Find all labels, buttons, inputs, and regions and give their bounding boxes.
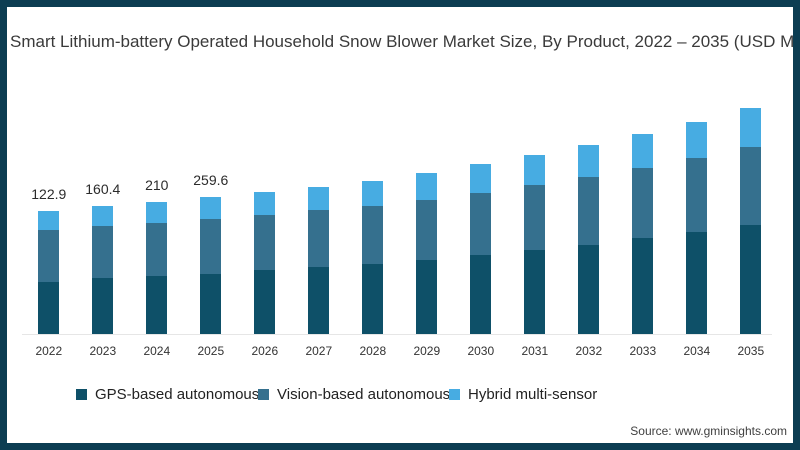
bar-segment-hybrid-multi-sensor <box>632 134 654 168</box>
legend-label: Vision-based autonomous <box>277 386 451 403</box>
legend-swatch-gps-based-autonomous <box>76 389 87 400</box>
bar-segment-gps-based-autonomous <box>254 270 276 334</box>
bar-segment-vision-based-autonomous <box>740 147 762 225</box>
value-label-2025: 259.6 <box>193 172 229 188</box>
bar-segment-hybrid-multi-sensor <box>416 173 438 200</box>
legend-swatch-vision-based-autonomous <box>258 389 269 400</box>
bar-segment-gps-based-autonomous <box>524 250 546 334</box>
bar-segment-hybrid-multi-sensor <box>200 197 222 219</box>
bar-2034 <box>686 122 708 334</box>
x-axis-label-2024: 2024 <box>143 344 171 358</box>
x-axis-label-2031: 2031 <box>521 344 549 358</box>
legend-swatch-hybrid-multi-sensor <box>449 389 460 400</box>
bar-segment-vision-based-autonomous <box>92 226 114 278</box>
x-axis-label-2034: 2034 <box>683 344 711 358</box>
x-axis-line <box>22 334 772 335</box>
bar-2024 <box>146 202 168 334</box>
bar-segment-gps-based-autonomous <box>632 238 654 334</box>
bar-segment-gps-based-autonomous <box>470 255 492 334</box>
bar-2028 <box>362 181 384 334</box>
bar-segment-gps-based-autonomous <box>416 260 438 334</box>
bar-segment-hybrid-multi-sensor <box>254 192 276 215</box>
bar-2027 <box>308 187 330 334</box>
bar-segment-vision-based-autonomous <box>632 168 654 238</box>
chart-title: Smart Lithium-battery Operated Household… <box>10 32 800 51</box>
bar-segment-gps-based-autonomous <box>308 267 330 334</box>
x-axis-label-2032: 2032 <box>575 344 603 358</box>
bar-segment-gps-based-autonomous <box>362 264 384 334</box>
bar-2023 <box>92 206 114 334</box>
x-axis-label-2027: 2027 <box>305 344 333 358</box>
bar-segment-vision-based-autonomous <box>146 223 168 276</box>
bar-segment-vision-based-autonomous <box>578 177 600 245</box>
bar-segment-hybrid-multi-sensor <box>470 164 492 193</box>
bar-2029 <box>416 173 438 334</box>
bar-segment-gps-based-autonomous <box>740 225 762 334</box>
bar-segment-vision-based-autonomous <box>200 219 222 274</box>
bar-segment-hybrid-multi-sensor <box>362 181 384 206</box>
legend-item-gps-based-autonomous: GPS-based autonomous <box>76 386 259 403</box>
bar-segment-vision-based-autonomous <box>470 193 492 255</box>
bar-segment-hybrid-multi-sensor <box>740 108 762 147</box>
x-axis-label-2030: 2030 <box>467 344 495 358</box>
x-axis-label-2028: 2028 <box>359 344 387 358</box>
legend-item-hybrid-multi-sensor: Hybrid multi-sensor <box>449 386 597 403</box>
bar-segment-vision-based-autonomous <box>524 185 546 250</box>
legend-label: Hybrid multi-sensor <box>468 386 598 403</box>
source-text: Source: www.gminsights.com <box>630 424 787 438</box>
value-label-2024: 210 <box>145 177 169 193</box>
bar-segment-vision-based-autonomous <box>38 230 60 282</box>
bar-segment-hybrid-multi-sensor <box>146 202 168 223</box>
bar-segment-hybrid-multi-sensor <box>578 145 600 177</box>
x-axis-label-2023: 2023 <box>89 344 117 358</box>
bar-2026 <box>254 192 276 334</box>
bar-segment-vision-based-autonomous <box>686 158 708 232</box>
bar-segment-hybrid-multi-sensor <box>38 211 60 230</box>
bar-2031 <box>524 155 546 334</box>
bar-segment-vision-based-autonomous <box>362 206 384 264</box>
bar-segment-hybrid-multi-sensor <box>308 187 330 210</box>
bar-2025 <box>200 197 222 334</box>
bar-segment-hybrid-multi-sensor <box>524 155 546 185</box>
bar-segment-gps-based-autonomous <box>92 278 114 334</box>
bar-2033 <box>632 134 654 334</box>
legend-item-vision-based-autonomous: Vision-based autonomous <box>258 386 450 403</box>
bar-segment-vision-based-autonomous <box>254 215 276 270</box>
value-label-2023: 160.4 <box>85 181 121 197</box>
x-axis-label-2022: 2022 <box>35 344 63 358</box>
x-axis-label-2033: 2033 <box>629 344 657 358</box>
bar-2030 <box>470 164 492 334</box>
x-axis-label-2035: 2035 <box>737 344 765 358</box>
x-axis-label-2029: 2029 <box>413 344 441 358</box>
value-label-2022: 122.9 <box>31 186 67 202</box>
x-axis-label-2026: 2026 <box>251 344 279 358</box>
bar-segment-gps-based-autonomous <box>146 276 168 334</box>
bar-segment-gps-based-autonomous <box>38 282 60 334</box>
bar-2035 <box>740 108 762 334</box>
bar-segment-hybrid-multi-sensor <box>92 206 114 226</box>
legend-label: GPS-based autonomous <box>95 386 260 403</box>
bar-segment-vision-based-autonomous <box>308 210 330 267</box>
bar-2032 <box>578 145 600 334</box>
bar-segment-vision-based-autonomous <box>416 200 438 260</box>
bar-segment-hybrid-multi-sensor <box>686 122 708 158</box>
x-axis-label-2025: 2025 <box>197 344 225 358</box>
bar-segment-gps-based-autonomous <box>200 274 222 334</box>
bar-segment-gps-based-autonomous <box>578 245 600 334</box>
bar-2022 <box>38 211 60 334</box>
bar-segment-gps-based-autonomous <box>686 232 708 334</box>
